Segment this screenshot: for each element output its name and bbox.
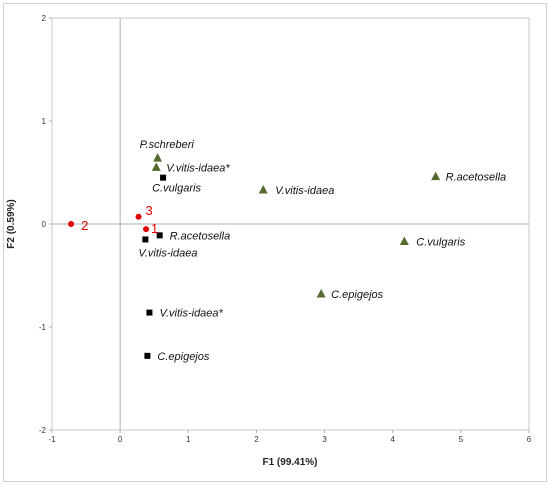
triangle-marker xyxy=(399,236,409,246)
point-label: P.schreberi xyxy=(140,139,195,151)
y-tick-label: -2 xyxy=(39,426,47,435)
triangle-marker xyxy=(153,153,163,162)
y-axis-title: F2 (0.59%) xyxy=(6,199,17,248)
triangle-marker xyxy=(258,185,268,194)
y-tick-label: 1 xyxy=(42,117,47,126)
x-axis-title: F1 (99.41%) xyxy=(262,457,317,468)
point-label: V.vitis-idaea xyxy=(275,185,334,197)
circle-marker xyxy=(135,213,142,220)
square-marker xyxy=(146,309,153,316)
x-tick-label: 2 xyxy=(254,435,259,444)
point-labels: P.schreberi V.vitis-idaea* V.vitis-idaea R.… xyxy=(81,139,506,363)
x-tick-label: -1 xyxy=(48,435,56,444)
point-label: C.epigejos xyxy=(157,351,209,363)
y-tick-label: 0 xyxy=(42,220,47,229)
x-tick-label: 0 xyxy=(118,435,123,444)
triangle-marker xyxy=(151,162,161,171)
point-label: 3 xyxy=(146,203,153,218)
x-tick-label: 5 xyxy=(459,435,464,444)
point-label: C.vulgaris xyxy=(416,237,465,249)
square-marker xyxy=(144,352,151,359)
point-label: V.vitis-idaea* xyxy=(166,162,230,174)
point-label: V.vitis-idaea* xyxy=(159,308,223,320)
point-label: 1 xyxy=(151,221,158,236)
point-label: R.acetosella xyxy=(446,172,507,184)
point-label: 2 xyxy=(81,218,88,233)
chart-frame xyxy=(3,3,547,482)
x-tick-label: 6 xyxy=(527,435,532,444)
x-tick-label: 3 xyxy=(322,435,327,444)
square-marker xyxy=(142,236,149,243)
point-label: C.vulgaris xyxy=(152,183,201,195)
circle-marker xyxy=(68,221,75,227)
y-tick-label: -1 xyxy=(39,323,47,332)
y-tick-label: 2 xyxy=(42,14,47,23)
data-points xyxy=(68,153,441,359)
triangle-marker xyxy=(431,171,441,181)
point-label: V.vitis-idaea xyxy=(138,247,197,259)
square-marker xyxy=(160,174,167,181)
axes xyxy=(52,18,529,430)
triangle-marker xyxy=(316,289,326,298)
point-label: R.acetosella xyxy=(170,230,231,242)
square-marker xyxy=(156,232,163,239)
circle-marker xyxy=(143,226,150,233)
point-label: C.epigejos xyxy=(331,289,383,301)
x-tick-label: 4 xyxy=(390,435,395,444)
x-tick-label: 1 xyxy=(186,435,191,444)
